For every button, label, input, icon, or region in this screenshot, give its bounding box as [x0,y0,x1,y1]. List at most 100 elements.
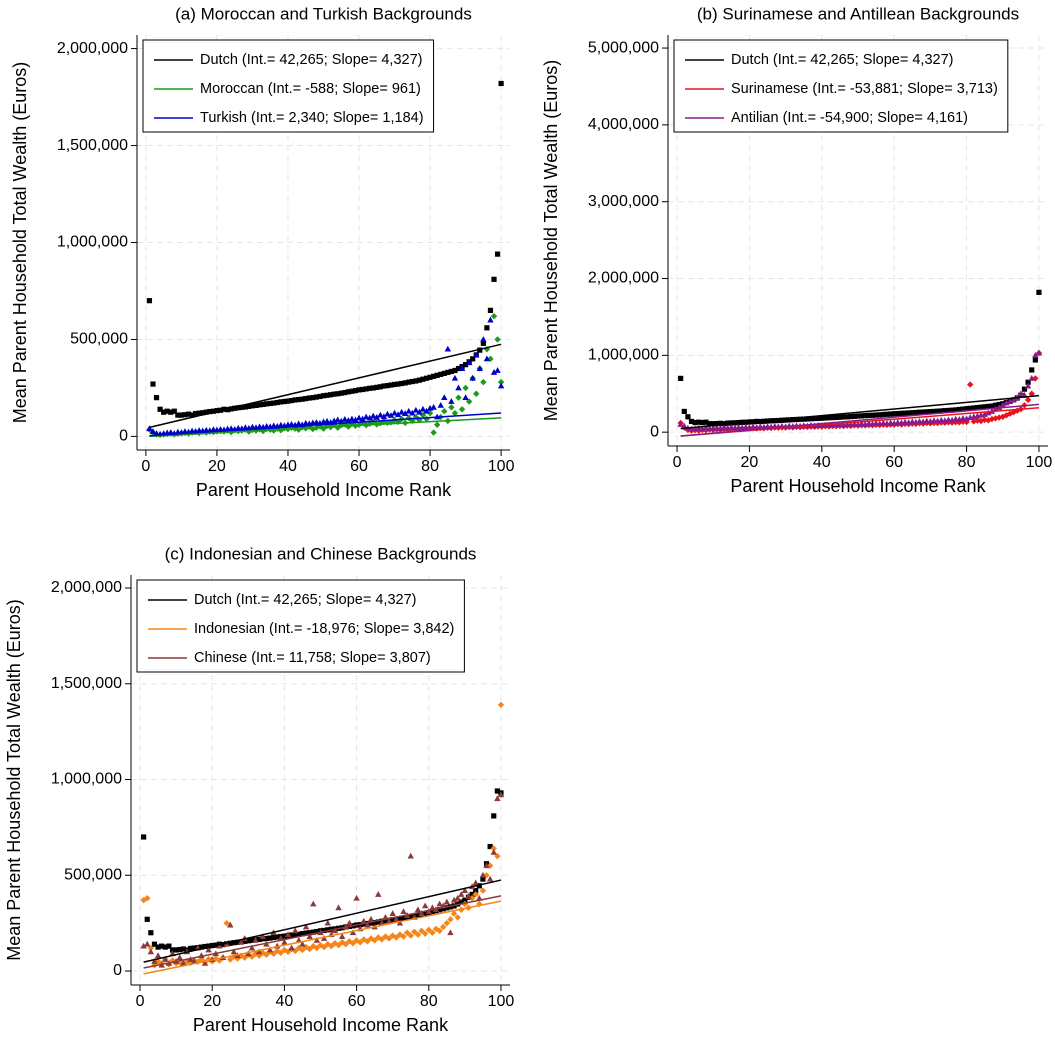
point [346,919,353,926]
point [786,417,792,423]
point [440,906,446,912]
point [942,408,948,414]
point [408,914,414,920]
point [271,400,277,406]
x-tick-label: 80 [421,458,439,475]
point [395,381,401,387]
point [157,406,163,412]
x-tick-label: 40 [813,454,831,471]
point [394,411,402,418]
point [949,407,955,413]
point [402,380,408,386]
point [710,421,716,427]
point [1032,375,1039,382]
point [494,336,501,343]
point [391,381,398,388]
point [391,409,398,416]
point [909,410,915,416]
point [264,401,270,407]
point [180,946,186,952]
point [349,388,355,394]
y-tick-label: 500,000 [64,866,122,883]
point [334,416,341,423]
point [429,909,435,915]
point [284,931,292,938]
point [1003,399,1010,406]
legend-box [673,39,1009,133]
x-tick-label: 40 [279,458,297,475]
point [198,944,204,950]
point [377,384,383,390]
point [281,398,288,405]
point [353,894,360,901]
point [144,940,151,947]
point [299,931,306,937]
point [438,371,444,377]
point [971,405,977,411]
point [465,892,472,899]
point [185,411,192,417]
point [483,355,491,362]
point [331,391,337,397]
point [381,383,387,389]
point [790,417,796,423]
panel-title: (a) Moroccan and Turkish Backgrounds [175,4,472,23]
point [253,402,259,408]
point [207,409,213,415]
point [399,380,405,387]
point [141,834,147,840]
point [819,415,825,421]
point [924,409,930,415]
point [855,413,861,419]
point [360,936,368,943]
point [231,940,237,946]
point [491,813,497,819]
x-tick-label: 80 [420,993,438,1010]
point [822,415,829,421]
point [982,404,988,410]
point [699,419,705,426]
point [707,421,713,427]
point [324,919,331,926]
point [418,927,425,935]
fit-line [680,403,1040,437]
x-axis-label: Parent Household Income Rank [193,1015,449,1035]
point [447,904,454,910]
point [480,336,487,342]
point [797,416,803,422]
point [935,408,941,414]
point [1024,382,1032,389]
point [359,415,366,422]
point [177,946,183,953]
point [178,412,185,418]
point [678,375,684,381]
point [447,916,454,923]
point [237,938,245,945]
point [1032,357,1038,363]
point [1035,349,1043,356]
point [317,393,323,400]
point [833,414,839,421]
legend-label: Chinese (Int.= 11,758; Slope= 3,807) [194,650,431,666]
legend-label: Surinamese (Int.= -53,881; Slope= 3,713) [731,81,998,97]
point [483,872,490,879]
point [368,920,374,926]
fit-line [149,417,502,438]
point [793,416,800,423]
point [234,955,241,962]
point [164,408,170,414]
point [147,948,155,955]
point [342,941,349,948]
point [432,925,440,933]
point [249,937,255,943]
point [270,950,277,957]
point [295,420,302,427]
point [384,410,391,417]
point [140,942,147,949]
legend-box [136,579,465,673]
point [869,412,876,418]
point [695,424,702,431]
legend-label: Turkish (Int.= 2,340; Slope= 1,184) [200,110,424,126]
point [487,843,493,850]
point [783,417,789,423]
